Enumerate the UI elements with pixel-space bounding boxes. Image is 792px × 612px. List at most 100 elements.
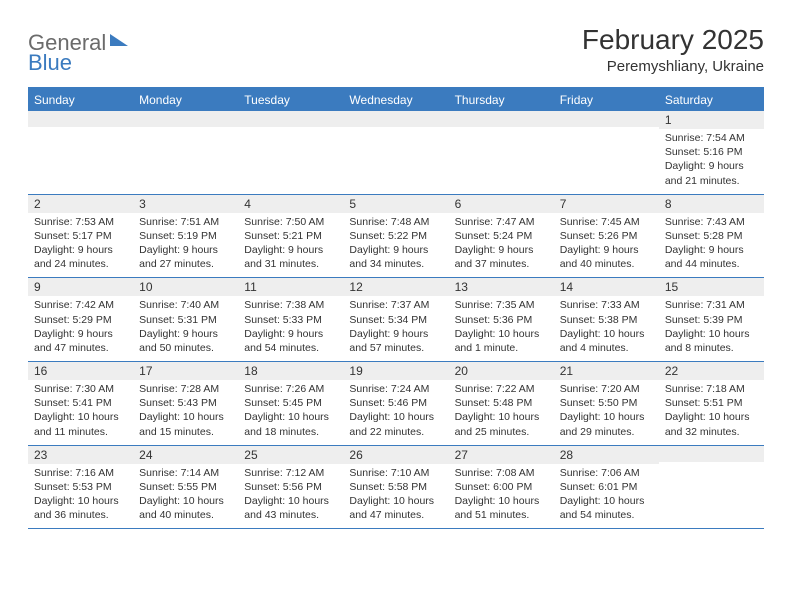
sunrise-text: Sunrise: 7:54 AM: [665, 131, 758, 145]
daylight-text: Daylight: 9 hours and 54 minutes.: [244, 327, 337, 355]
sunrise-text: Sunrise: 7:28 AM: [139, 382, 232, 396]
day-number: 24: [133, 446, 238, 464]
day-info: Sunrise: 7:48 AMSunset: 5:22 PMDaylight:…: [349, 215, 442, 272]
sunrise-text: Sunrise: 7:37 AM: [349, 298, 442, 312]
daylight-text: Daylight: 10 hours and 1 minute.: [455, 327, 548, 355]
day-number: 8: [659, 195, 764, 213]
sunrise-text: Sunrise: 7:10 AM: [349, 466, 442, 480]
sunset-text: Sunset: 5:34 PM: [349, 313, 442, 327]
day-cell: 7Sunrise: 7:45 AMSunset: 5:26 PMDaylight…: [554, 195, 659, 278]
weekday-header: Thursday: [449, 89, 554, 111]
day-info: Sunrise: 7:12 AMSunset: 5:56 PMDaylight:…: [244, 466, 337, 523]
daylight-text: Daylight: 10 hours and 4 minutes.: [560, 327, 653, 355]
daylight-text: Daylight: 9 hours and 31 minutes.: [244, 243, 337, 271]
day-number: 4: [238, 195, 343, 213]
day-info: Sunrise: 7:47 AMSunset: 5:24 PMDaylight:…: [455, 215, 548, 272]
day-cell: 6 Sunrise: 7:47 AMSunset: 5:24 PMDaylight…: [449, 195, 554, 278]
day-number: 14: [554, 278, 659, 296]
daylight-text: Daylight: 9 hours and 27 minutes.: [139, 243, 232, 271]
day-info: Sunrise: 7:37 AMSunset: 5:34 PMDaylight:…: [349, 298, 442, 355]
day-cell: 13Sunrise: 7:35 AMSunset: 5:36 PMDayligh…: [449, 278, 554, 361]
daylight-text: Daylight: 9 hours and 24 minutes.: [34, 243, 127, 271]
day-cell: [554, 111, 659, 194]
sunset-text: Sunset: 5:39 PM: [665, 313, 758, 327]
daylight-text: Daylight: 10 hours and 40 minutes.: [139, 494, 232, 522]
day-info: Sunrise: 7:24 AMSunset: 5:46 PMDaylight:…: [349, 382, 442, 439]
day-cell: 8Sunrise: 7:43 AMSunset: 5:28 PMDaylight…: [659, 195, 764, 278]
sunset-text: Sunset: 5:22 PM: [349, 229, 442, 243]
sunset-text: Sunset: 5:56 PM: [244, 480, 337, 494]
day-cell: 4 Sunrise: 7:50 AMSunset: 5:21 PMDaylight…: [238, 195, 343, 278]
day-cell: 9Sunrise: 7:42 AMSunset: 5:29 PMDaylight…: [28, 278, 133, 361]
sunset-text: Sunset: 5:21 PM: [244, 229, 337, 243]
sunset-text: Sunset: 5:58 PM: [349, 480, 442, 494]
day-cell: 18Sunrise: 7:26 AMSunset: 5:45 PMDayligh…: [238, 362, 343, 445]
daylight-text: Daylight: 10 hours and 32 minutes.: [665, 410, 758, 438]
title-block: February 2025 Peremyshliany, Ukraine: [582, 24, 764, 75]
day-info: Sunrise: 7:26 AMSunset: 5:45 PMDaylight:…: [244, 382, 337, 439]
day-number: [28, 111, 133, 127]
daylight-text: Daylight: 10 hours and 47 minutes.: [349, 494, 442, 522]
day-cell: [133, 111, 238, 194]
day-cell: 1 Sunrise: 7:54 AMSunset: 5:16 PMDaylight…: [659, 111, 764, 194]
calendar: Sunday Monday Tuesday Wednesday Thursday…: [28, 87, 764, 529]
sunrise-text: Sunrise: 7:51 AM: [139, 215, 232, 229]
weeks-container: 1Sunrise: 7:54 AMSunset: 5:16 PMDaylight…: [28, 111, 764, 529]
day-number: 27: [449, 446, 554, 464]
day-number: [133, 111, 238, 127]
day-info: Sunrise: 7:35 AMSunset: 5:36 PMDaylight:…: [455, 298, 548, 355]
day-info: Sunrise: 7:14 AMSunset: 5:55 PMDaylight:…: [139, 466, 232, 523]
day-info: Sunrise: 7:51 AMSunset: 5:19 PMDaylight:…: [139, 215, 232, 272]
sunrise-text: Sunrise: 7:45 AM: [560, 215, 653, 229]
logo-text-2: Blue: [28, 50, 72, 76]
sunset-text: Sunset: 5:16 PM: [665, 145, 758, 159]
sunrise-text: Sunrise: 7:53 AM: [34, 215, 127, 229]
sunrise-text: Sunrise: 7:33 AM: [560, 298, 653, 312]
daylight-text: Daylight: 10 hours and 11 minutes.: [34, 410, 127, 438]
day-cell: 28Sunrise: 7:06 AMSunset: 6:01 PMDayligh…: [554, 446, 659, 529]
day-info: Sunrise: 7:06 AMSunset: 6:01 PMDaylight:…: [560, 466, 653, 523]
day-cell: 23Sunrise: 7:16 AMSunset: 5:53 PMDayligh…: [28, 446, 133, 529]
day-cell: 16Sunrise: 7:30 AMSunset: 5:41 PMDayligh…: [28, 362, 133, 445]
day-info: Sunrise: 7:31 AMSunset: 5:39 PMDaylight:…: [665, 298, 758, 355]
day-number: 11: [238, 278, 343, 296]
day-number: 25: [238, 446, 343, 464]
day-cell: 11 Sunrise: 7:38 AMSunset: 5:33 PMDayligh…: [238, 278, 343, 361]
daylight-text: Daylight: 10 hours and 18 minutes.: [244, 410, 337, 438]
daylight-text: Daylight: 10 hours and 29 minutes.: [560, 410, 653, 438]
sunset-text: Sunset: 5:31 PM: [139, 313, 232, 327]
sunrise-text: Sunrise: 7:18 AM: [665, 382, 758, 396]
daylight-text: Daylight: 10 hours and 25 minutes.: [455, 410, 548, 438]
sunset-text: Sunset: 5:38 PM: [560, 313, 653, 327]
daylight-text: Daylight: 9 hours and 47 minutes.: [34, 327, 127, 355]
day-number: 10: [133, 278, 238, 296]
day-cell: [659, 446, 764, 529]
day-number: 5: [343, 195, 448, 213]
day-cell: 2Sunrise: 7:53 AMSunset: 5:17 PMDaylight…: [28, 195, 133, 278]
day-number: 1: [659, 111, 764, 129]
sunrise-text: Sunrise: 7:08 AM: [455, 466, 548, 480]
day-number: [554, 111, 659, 127]
page-header: General February 2025 Peremyshliany, Ukr…: [28, 24, 764, 75]
day-number: 6: [449, 195, 554, 213]
day-info: Sunrise: 7:30 AMSunset: 5:41 PMDaylight:…: [34, 382, 127, 439]
daylight-text: Daylight: 10 hours and 51 minutes.: [455, 494, 548, 522]
calendar-page: General February 2025 Peremyshliany, Ukr…: [0, 0, 792, 539]
day-info: Sunrise: 7:50 AMSunset: 5:21 PMDaylight:…: [244, 215, 337, 272]
sunset-text: Sunset: 5:41 PM: [34, 396, 127, 410]
sunset-text: Sunset: 6:01 PM: [560, 480, 653, 494]
day-number: 22: [659, 362, 764, 380]
day-cell: 27Sunrise: 7:08 AMSunset: 6:00 PMDayligh…: [449, 446, 554, 529]
day-info: Sunrise: 7:33 AMSunset: 5:38 PMDaylight:…: [560, 298, 653, 355]
day-info: Sunrise: 7:38 AMSunset: 5:33 PMDaylight:…: [244, 298, 337, 355]
sunset-text: Sunset: 5:28 PM: [665, 229, 758, 243]
day-cell: [343, 111, 448, 194]
day-number: 12: [343, 278, 448, 296]
day-cell: [238, 111, 343, 194]
day-cell: 5 Sunrise: 7:48 AMSunset: 5:22 PMDaylight…: [343, 195, 448, 278]
day-number: 20: [449, 362, 554, 380]
daylight-text: Daylight: 9 hours and 21 minutes.: [665, 159, 758, 187]
day-cell: 26Sunrise: 7:10 AMSunset: 5:58 PMDayligh…: [343, 446, 448, 529]
day-cell: 25 Sunrise: 7:12 AMSunset: 5:56 PMDayligh…: [238, 446, 343, 529]
daylight-text: Daylight: 9 hours and 50 minutes.: [139, 327, 232, 355]
